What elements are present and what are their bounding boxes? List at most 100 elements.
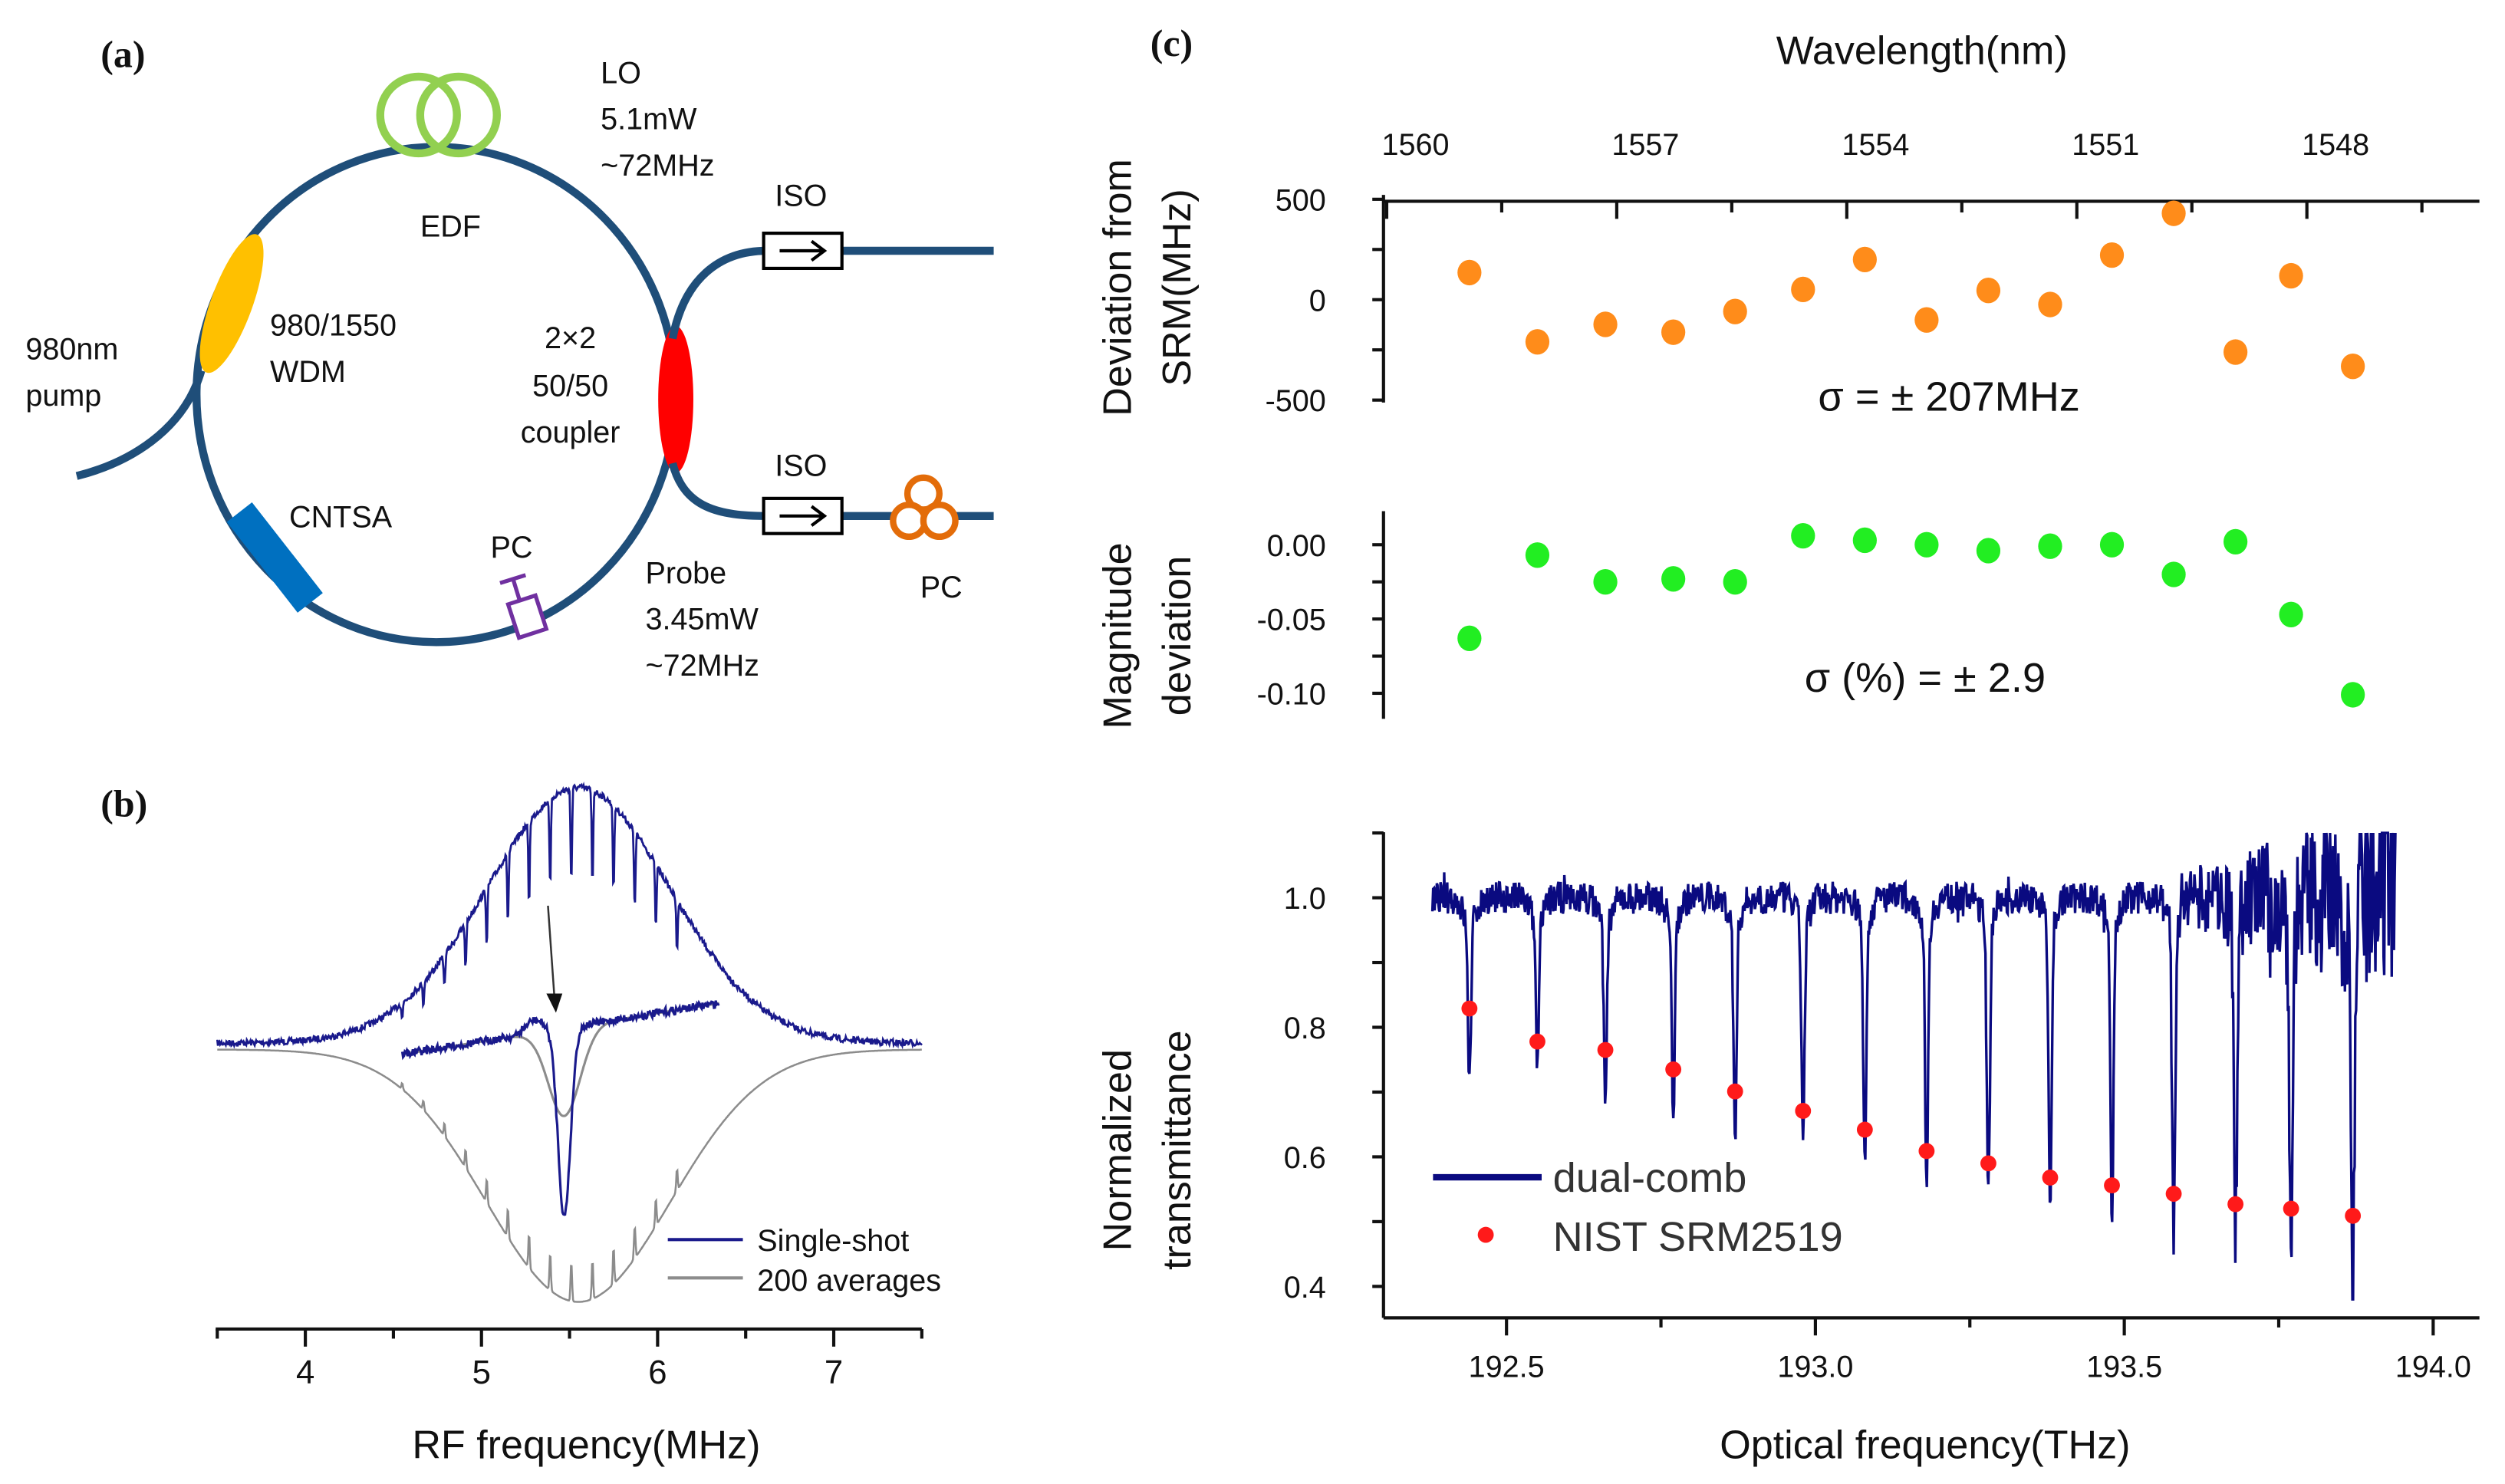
data-point-frequency-deviation — [2161, 200, 2186, 226]
lo-rate: ~72MHz — [601, 149, 714, 183]
data-point-magnitude-deviation — [2099, 531, 2125, 558]
data-point-nist-srm2519 — [1856, 1121, 1873, 1138]
data-point-nist-srm2519 — [1597, 1041, 1614, 1058]
pump-label: pump — [25, 379, 101, 413]
top-x-tick-label: 1551 — [2072, 128, 2139, 162]
probe-power: 3.45mW — [646, 603, 759, 637]
panel-c-label: (c) — [1150, 21, 1193, 64]
data-point-frequency-deviation — [1457, 259, 1482, 286]
cntsa-absorber — [226, 502, 323, 613]
data-point-frequency-deviation — [1723, 298, 1747, 324]
data-point-magnitude-deviation — [1457, 625, 1482, 651]
x-tick-label: 4 — [296, 1354, 314, 1391]
iso-bottom-label: ISO — [775, 449, 827, 483]
data-point-nist-srm2519 — [1529, 1033, 1545, 1050]
y-tick-label: 0.4 — [1284, 1271, 1326, 1305]
data-point-magnitude-deviation — [2223, 528, 2248, 555]
y-axis-label: SRM(MHz) — [1155, 189, 1200, 386]
y-tick-label: 0.00 — [1267, 529, 1326, 563]
data-point-frequency-deviation — [2099, 242, 2125, 268]
isolator-icon — [762, 496, 844, 535]
y-axis-label: deviation — [1155, 556, 1200, 716]
panel-b-rf-spectrum: (b) 4 5 6 7 RF frequency(MHz) Single-shot 2… — [100, 781, 941, 1468]
x-tick-label: 192.5 — [1469, 1350, 1545, 1384]
data-point-magnitude-deviation — [2279, 601, 2303, 627]
data-point-magnitude-deviation — [2038, 533, 2062, 559]
data-point-frequency-deviation — [2279, 262, 2303, 289]
x-axis-label: RF frequency(MHz) — [412, 1423, 760, 1468]
inset-line-single-shot — [400, 999, 720, 1216]
data-point-magnitude-deviation — [1791, 522, 1815, 549]
wdm-coupler — [199, 234, 264, 373]
data-point-magnitude-deviation — [1593, 569, 1618, 595]
coupler-label: coupler — [521, 416, 620, 449]
data-point-frequency-deviation — [1914, 307, 1939, 333]
data-point-nist-srm2519 — [2345, 1207, 2362, 1224]
data-point-nist-srm2519 — [1461, 1000, 1478, 1017]
x-axis-label: Optical frequency(THz) — [1720, 1423, 2130, 1468]
isolator-icon — [762, 232, 844, 271]
data-point-frequency-deviation — [1791, 276, 1815, 303]
panel-c: (c) Wavelength(nm) Deviation from SRM(MH… — [1096, 21, 2480, 1468]
data-point-nist-srm2519 — [1918, 1143, 1935, 1160]
data-point-nist-srm2519 — [2227, 1196, 2244, 1213]
coupler-label: 50/50 — [532, 370, 608, 403]
data-point-nist-srm2519 — [2042, 1170, 2059, 1186]
data-point-nist-srm2519 — [1980, 1155, 1996, 1172]
top-x-tick-label: 1548 — [2302, 128, 2369, 162]
data-point-magnitude-deviation — [1976, 538, 2001, 564]
y-tick-label: 500 — [1276, 183, 1326, 217]
series-line-single-shot — [216, 781, 923, 1050]
data-point-frequency-deviation — [1661, 319, 1686, 345]
top-x-tick-label: 1557 — [1611, 128, 1679, 162]
data-point-magnitude-deviation — [1852, 527, 1877, 554]
data-point-magnitude-deviation — [1525, 542, 1550, 568]
data-point-magnitude-deviation — [1723, 569, 1747, 595]
panel-a-setup-diagram: (a) LO 5.1mW ~72MHz EDF ISO 980/1550 WDM… — [25, 32, 994, 683]
wdm-label: WDM — [270, 355, 346, 389]
data-point-frequency-deviation — [1852, 246, 1877, 273]
legend-swatch-nist — [1477, 1226, 1494, 1243]
y-axis-label: transmittance — [1155, 1030, 1200, 1270]
top-x-axis-label: Wavelength(nm) — [1776, 28, 2068, 73]
lo-power: 5.1mW — [601, 103, 697, 137]
data-point-nist-srm2519 — [1727, 1083, 1743, 1100]
panel-b-label: (b) — [100, 781, 147, 824]
cntsa-label: CNTSA — [289, 500, 393, 534]
edf-label: EDF — [420, 209, 481, 243]
y-tick-label: 1.0 — [1284, 882, 1326, 916]
data-point-frequency-deviation — [1976, 278, 2001, 304]
data-point-nist-srm2519 — [2283, 1200, 2299, 1217]
edf-coil — [416, 72, 502, 158]
sigma-frequency-annotation: σ = ± 207MHz — [1818, 373, 2079, 420]
arrow-line — [547, 905, 556, 997]
data-point-magnitude-deviation — [2161, 561, 2186, 587]
data-point-frequency-deviation — [2341, 354, 2365, 380]
y-axis-label: Magnitude — [1096, 542, 1141, 729]
50-50-coupler — [658, 325, 693, 473]
wdm-label: 980/1550 — [270, 308, 397, 342]
y-tick-label: 0.6 — [1284, 1141, 1326, 1175]
data-point-frequency-deviation — [1593, 311, 1618, 337]
polarization-controller-icon — [499, 573, 549, 640]
coupler-label: 2×2 — [545, 321, 596, 355]
lo-output-fiber — [668, 246, 994, 340]
x-tick-label: 6 — [648, 1354, 667, 1391]
y-tick-label: -500 — [1266, 384, 1326, 418]
data-point-nist-srm2519 — [1665, 1061, 1682, 1078]
legend-label: 200 averages — [757, 1264, 941, 1298]
data-point-magnitude-deviation — [1914, 531, 1939, 558]
probe-label: Probe — [646, 556, 727, 590]
data-point-nist-srm2519 — [2165, 1186, 2182, 1202]
x-tick-label: 194.0 — [2395, 1350, 2471, 1384]
edf-coil — [376, 72, 461, 158]
pc-out-label: PC — [920, 571, 963, 604]
y-axis-label: Normalized — [1096, 1049, 1141, 1251]
probe-output-fiber — [668, 462, 994, 520]
pump-label: 980nm — [25, 333, 118, 367]
legend-label: dual-comb — [1553, 1155, 1747, 1201]
arrow-head-icon — [546, 993, 563, 1013]
legend-label: NIST SRM2519 — [1553, 1214, 1843, 1260]
polarization-controller-paddles-icon — [890, 474, 959, 541]
data-point-frequency-deviation — [2223, 339, 2248, 365]
